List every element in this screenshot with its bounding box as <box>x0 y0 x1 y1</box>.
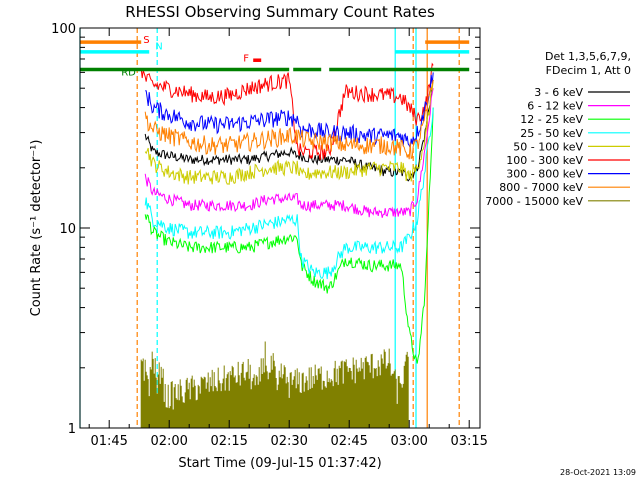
series-line-8 <box>140 341 409 428</box>
x-tick-label-5: 03:00 <box>390 434 427 449</box>
y-axis-label: Count Rate (s⁻¹ detector⁻¹) <box>29 140 44 317</box>
series-line-2 <box>144 107 434 364</box>
series-line-5 <box>140 62 434 161</box>
legend-label-0: 3 - 6 keV <box>534 86 583 99</box>
footer-timestamp: 28-Oct-2021 13:09 <box>560 468 636 477</box>
annotation-3: F <box>243 53 249 64</box>
series-group <box>140 62 434 428</box>
legend: Det 1,3,5,6,7,9,FDecim 1, Att 0 3 - 6 keV… <box>485 50 631 208</box>
status-bars <box>80 40 470 72</box>
legend-header-1: FDecim 1, Att 0 <box>546 64 631 77</box>
x-tick-label-6: 03:15 <box>450 434 487 449</box>
y-tick-label-2: 100 <box>51 22 76 37</box>
legend-label-8: 7000 - 15000 keV <box>485 195 583 208</box>
series-line-1 <box>144 88 434 218</box>
legend-label-3: 25 - 50 keV <box>520 127 583 140</box>
annotation-0: S <box>143 35 149 46</box>
y-tick-label-0: 1 <box>68 422 76 437</box>
x-tick-label-2: 02:15 <box>210 434 247 449</box>
annotation-1: N <box>155 42 162 53</box>
series-line-4 <box>144 79 434 185</box>
legend-label-2: 12 - 25 keV <box>520 113 583 126</box>
y-tick-label-1: 10 <box>59 222 76 237</box>
legend-label-6: 300 - 800 keV <box>506 168 583 181</box>
legend-header-0: Det 1,3,5,6,7,9, <box>545 50 631 63</box>
axes: 01:45 02:00 02:15 02:30 02:45 03:00 03:15 1 10 10… <box>51 22 488 449</box>
legend-label-4: 50 - 100 keV <box>513 140 583 153</box>
legend-label-1: 6 - 12 keV <box>527 100 583 113</box>
x-tick-label-4: 02:45 <box>330 434 367 449</box>
series-line-0 <box>144 79 434 182</box>
legend-label-7: 800 - 7000 keV <box>499 181 583 194</box>
chart-title: RHESSI Observing Summary Count Rates <box>125 3 435 21</box>
x-tick-label-3: 02:30 <box>270 434 307 449</box>
series-line-6 <box>145 72 434 149</box>
annotation-2: RD <box>121 67 136 78</box>
x-axis-label: Start Time (09-Jul-15 01:37:42) <box>178 456 381 471</box>
x-tick-label-0: 01:45 <box>90 434 127 449</box>
annotations: SN RD F <box>121 35 249 78</box>
legend-label-5: 100 - 300 keV <box>506 154 583 167</box>
series-line-3 <box>144 107 434 280</box>
series-line-7 <box>144 79 434 160</box>
x-tick-label-1: 02:00 <box>150 434 187 449</box>
